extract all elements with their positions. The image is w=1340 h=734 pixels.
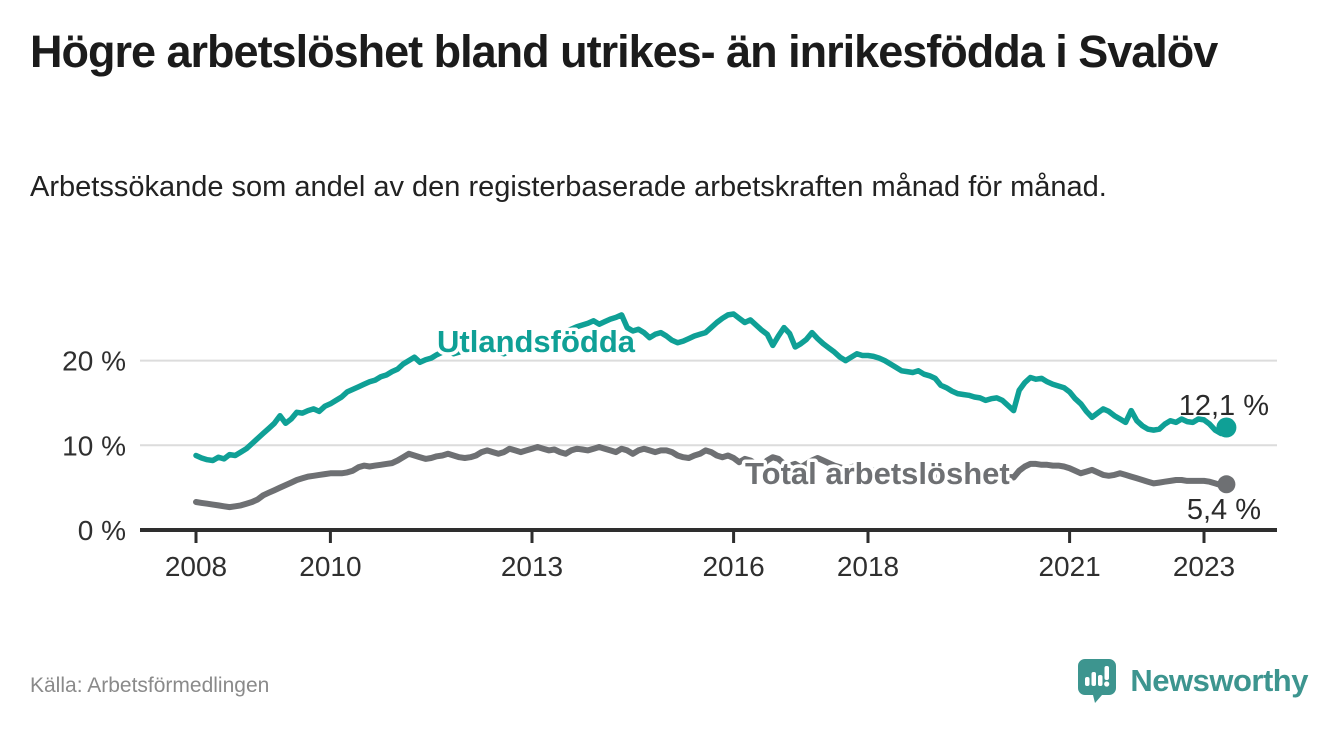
series-line-total bbox=[193, 444, 1230, 511]
y-axis-label-10: 10 % bbox=[62, 430, 126, 461]
y-axis-label-0: 0 % bbox=[78, 515, 126, 546]
x-tick-label-2010: 2010 bbox=[299, 551, 361, 582]
series-line-utlandsfodda bbox=[193, 311, 1230, 464]
newsworthy-logo-text: Newsworthy bbox=[1130, 662, 1308, 698]
x-tick-label-2008: 2008 bbox=[165, 551, 227, 582]
series-label-total: Total arbetslöshet bbox=[745, 456, 1010, 491]
series-end-dot-utlandsfodda bbox=[1216, 417, 1237, 438]
end-value-label-total: 5,4 % bbox=[1187, 494, 1261, 526]
chart-subtitle: Arbetssökande som andel av den registerb… bbox=[30, 171, 1107, 203]
newsworthy-logo: Newsworthy bbox=[1077, 658, 1308, 703]
series-label-utlandsfodda: Utlandsfödda bbox=[437, 324, 636, 359]
x-tick-label-2013: 2013 bbox=[501, 551, 563, 582]
series-end-dot-total bbox=[1217, 475, 1236, 494]
x-tick-label-2023: 2023 bbox=[1173, 551, 1235, 582]
newsworthy-logo-icon bbox=[1078, 659, 1117, 703]
chart-title: Högre arbetslöshet bland utrikes- än inr… bbox=[30, 26, 1218, 77]
x-tick-label-2016: 2016 bbox=[702, 551, 764, 582]
source-note: Källa: Arbetsförmedlingen bbox=[30, 674, 270, 697]
x-tick-label-2021: 2021 bbox=[1038, 551, 1100, 582]
x-tick-label-2018: 2018 bbox=[837, 551, 899, 582]
y-axis-label-20: 20 % bbox=[62, 346, 126, 377]
end-value-label-utlandsfodda: 12,1 % bbox=[1179, 390, 1269, 422]
speech-bubble-shape bbox=[1078, 659, 1117, 703]
bar-chart-glyph bbox=[1085, 666, 1110, 687]
